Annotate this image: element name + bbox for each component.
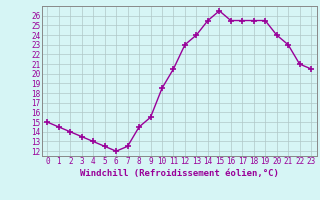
X-axis label: Windchill (Refroidissement éolien,°C): Windchill (Refroidissement éolien,°C)	[80, 169, 279, 178]
